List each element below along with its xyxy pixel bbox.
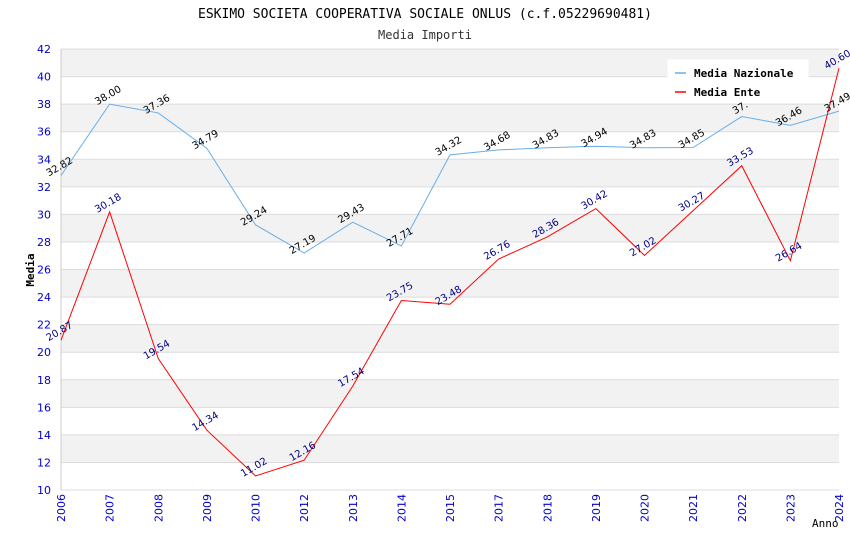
x-tick-label: 2008 — [152, 494, 165, 522]
y-tick-label: 30 — [37, 208, 51, 221]
x-tick-label: 2021 — [687, 494, 700, 522]
x-tick-label: 2006 — [55, 494, 68, 522]
grid-band — [61, 434, 839, 463]
y-tick-label: 28 — [37, 236, 51, 249]
grid-band — [61, 269, 839, 298]
x-tick-label: 2010 — [250, 494, 263, 522]
grid-band — [61, 407, 839, 435]
y-tick-label: 10 — [37, 484, 51, 497]
legend-entry: Media Nazionale — [694, 67, 794, 80]
grid-band — [61, 462, 839, 490]
y-tick-label: 38 — [37, 98, 51, 111]
x-tick-label: 2014 — [395, 494, 408, 522]
series-line — [60, 68, 840, 477]
x-tick-label: 2024 — [833, 494, 846, 522]
x-tick-label: 2022 — [736, 494, 749, 522]
y-tick-label: 42 — [37, 43, 51, 56]
series-lines — [60, 68, 840, 477]
x-tick-label: 2015 — [444, 494, 457, 522]
y-axis-ticks: 10 12 14 16 18 20 22 24 26 28 30 32 34 36 38 40 42 — [37, 43, 51, 497]
y-tick-label: 40 — [37, 71, 51, 84]
grid-band — [61, 379, 839, 408]
y-tick-label: 18 — [37, 374, 51, 387]
grid-band — [61, 186, 839, 215]
chart-title: ESKIMO SOCIETA COOPERATIVA SOCIALE ONLUS… — [198, 7, 652, 22]
x-tick-label: 2009 — [201, 494, 214, 522]
grid-band — [61, 297, 839, 325]
x-tick-label: 2012 — [298, 494, 311, 522]
x-tick-label: 2017 — [493, 494, 506, 522]
x-tick-label: 2023 — [784, 494, 797, 522]
y-tick-label: 20 — [37, 346, 51, 359]
legend-box — [667, 59, 809, 103]
grid-bands — [60, 48, 839, 491]
y-tick-label: 26 — [37, 264, 51, 277]
y-tick-label: 36 — [37, 126, 51, 139]
grid-band — [61, 352, 839, 380]
y-tick-label: 16 — [37, 401, 51, 414]
grid-band — [61, 159, 839, 187]
grid-band — [61, 241, 839, 270]
x-tick-label: 2020 — [639, 494, 652, 522]
x-tick-label: 2007 — [104, 494, 117, 522]
grid-band — [61, 104, 839, 132]
y-tick-label: 24 — [37, 291, 51, 304]
x-tick-label: 2019 — [590, 494, 603, 522]
y-tick-label: 12 — [37, 456, 51, 469]
x-axis-ticks: 2006 2007 2008 2009 2010 2012 2013 2014 2015 2017… — [55, 494, 846, 522]
grid-band — [61, 214, 839, 242]
y-tick-label: 34 — [37, 153, 51, 166]
grid-band — [61, 324, 839, 353]
y-axis-label: Media — [24, 253, 37, 286]
x-tick-label: 2013 — [347, 494, 360, 522]
y-tick-label: 32 — [37, 181, 51, 194]
legend-entry: Media Ente — [694, 86, 761, 99]
chart-subtitle: Media Importi — [378, 28, 472, 42]
x-axis-label: Anno — [812, 517, 839, 530]
y-tick-label: 22 — [37, 319, 51, 332]
series-line — [60, 103, 840, 254]
y-tick-label: 14 — [37, 429, 51, 442]
legend: Media Nazionale Media Ente — [667, 59, 809, 103]
x-tick-label: 2018 — [541, 494, 554, 522]
